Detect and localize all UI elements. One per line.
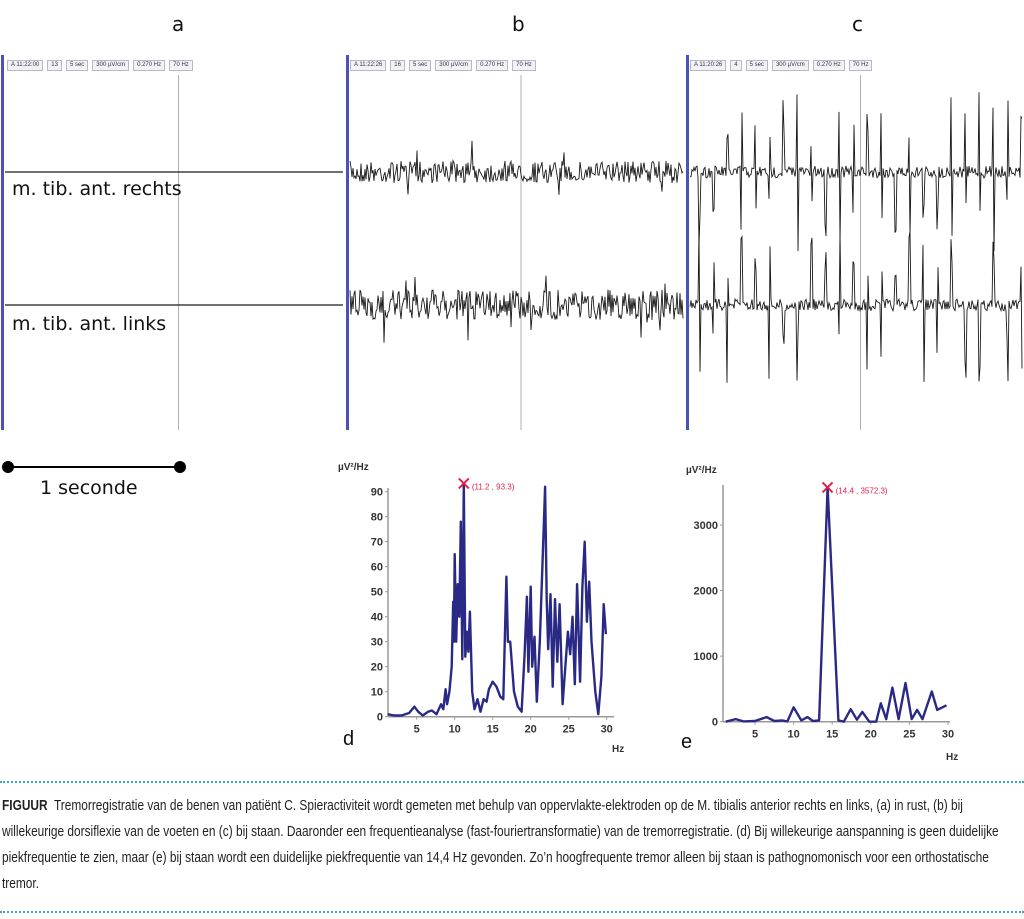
peak-marker-icon (821, 481, 834, 494)
panel-border (1, 55, 4, 430)
spectrum-line (725, 486, 948, 723)
scale-bar-label: 1 seconde (40, 477, 138, 499)
x-tick-label: 20 (865, 729, 877, 741)
panel-letter-e: e (681, 731, 692, 753)
lowcut-select: 0.270 Hz (476, 59, 509, 71)
page-box: 16 (390, 59, 405, 71)
panel-a-header: A 11:22:00 13 5 sec 300 µV/cm 0.270 Hz 7… (7, 58, 193, 72)
highcut-select: 70 Hz (848, 59, 873, 71)
emg-trace (349, 275, 684, 343)
highcut-select: 70 Hz (512, 59, 536, 71)
emg-trace (349, 140, 684, 195)
y-tick-label: 10 (371, 687, 383, 699)
emg-trace (689, 230, 1023, 383)
y-tick-label: 80 (371, 512, 383, 524)
divider-top (0, 781, 1024, 783)
time-box: A 11:20:26 (690, 59, 727, 71)
y-tick-label: 90 (371, 487, 383, 499)
peak-label: (11.2 , 93.3) (472, 482, 515, 491)
y-tick-label: 30 (371, 637, 383, 649)
y-tick-label: 1000 (694, 651, 718, 663)
y-tick-label: 20 (371, 662, 383, 674)
panel-border (686, 55, 689, 430)
caption-label: FIGUUR (2, 798, 48, 814)
y-tick-label: 70 (371, 537, 383, 549)
lowcut-select: 0.270 Hz (133, 59, 166, 71)
scale-bar-end (2, 461, 14, 473)
panel-border (346, 55, 349, 430)
x-tick-label: 10 (449, 724, 461, 736)
x-tick-label: 25 (563, 724, 575, 736)
peak-marker-icon (458, 477, 470, 490)
y-axis-label: µV²/Hz (686, 465, 717, 476)
x-tick-label: 15 (487, 724, 499, 736)
x-axis-label: Hz (612, 744, 624, 755)
peak-label: (14.4 , 3572.3) (836, 486, 888, 495)
spectrum-line (387, 482, 608, 717)
time-box: A 11:22:00 (7, 59, 44, 71)
page-box: 4 (730, 59, 742, 71)
timebase-box: 5 sec (745, 59, 768, 71)
channel-label-left: m. tib. ant. links (12, 313, 167, 335)
y-tick-label: 3000 (694, 520, 718, 532)
panel-letter-d: d (343, 728, 354, 750)
panel-b-header: A 11:22:26 16 5 sec 300 µV/cm 0.270 Hz 7… (350, 58, 536, 72)
y-tick-label: 60 (371, 562, 383, 574)
y-tick-label: 0 (712, 717, 718, 729)
x-tick-label: 10 (787, 729, 799, 741)
lowcut-select: 0.270 Hz (812, 59, 845, 71)
panel-letter-a: a (172, 12, 185, 36)
y-tick-label: 2000 (694, 586, 718, 598)
x-axis-label: Hz (946, 752, 958, 763)
figure-caption: FIGUUR Tremorregistratie van de benen va… (2, 793, 1023, 897)
panel-letter-b: b (512, 12, 525, 36)
timebase-box: 5 sec (408, 59, 432, 71)
x-tick-label: 15 (826, 729, 838, 741)
y-axis-label: µV²/Hz (338, 462, 369, 473)
emg-trace (690, 92, 1023, 252)
x-tick-label: 30 (601, 724, 613, 736)
time-box: A 11:22:26 (350, 59, 387, 71)
panel-c-header: A 11:20:26 4 5 sec 300 µV/cm 0.270 Hz 70… (690, 58, 873, 72)
timebase-box: 5 sec (65, 59, 89, 71)
divider-bottom (0, 911, 1024, 913)
figure-graphics: 5 10 15 20 25 300102030405060708090µV²/HzHzd(… (1, 55, 1023, 763)
x-tick-label: 30 (942, 729, 954, 741)
panel-letter-c: c (852, 12, 863, 36)
x-tick-label: 20 (525, 724, 537, 736)
y-tick-label: 50 (371, 587, 383, 599)
x-tick-label: 5 (414, 724, 420, 736)
y-tick-label: 0 (377, 712, 383, 724)
highcut-select: 70 Hz (169, 59, 193, 71)
y-tick-label: 40 (371, 612, 383, 624)
sensitivity-select: 300 µV/cm (771, 59, 809, 71)
caption-text: Tremorregistratie van de benen van patië… (2, 798, 999, 892)
sensitivity-select: 300 µV/cm (92, 59, 130, 71)
sensitivity-select: 300 µV/cm (435, 59, 473, 71)
scale-bar-end (174, 461, 186, 473)
page-box: 13 (47, 59, 62, 71)
x-tick-label: 5 (752, 729, 758, 741)
channel-label-right: m. tib. ant. rechts (12, 178, 182, 200)
x-tick-label: 25 (903, 729, 915, 741)
